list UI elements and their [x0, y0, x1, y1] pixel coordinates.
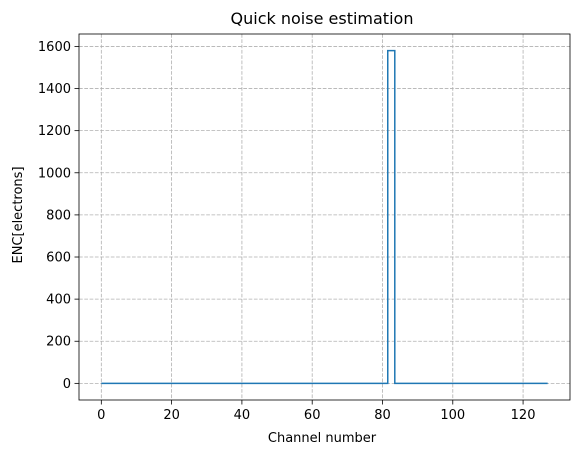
- x-tick-label: 20: [163, 408, 180, 423]
- y-tick-label: 0: [63, 377, 71, 392]
- y-tick-label: 1400: [38, 82, 71, 97]
- chart-title: Quick noise estimation: [231, 9, 414, 28]
- y-tick-label: 1200: [38, 124, 71, 139]
- y-axis-label: ENC[electrons]: [11, 166, 26, 263]
- series-line: [101, 49, 548, 385]
- grid: [79, 34, 570, 400]
- x-tick-label: 0: [97, 408, 105, 423]
- ticks: 0 20 40 60 80 100 1200200400600800100012001400…: [38, 40, 536, 423]
- y-tick-label: 200: [46, 335, 71, 350]
- y-tick-label: 600: [46, 251, 71, 266]
- y-tick-label: 1000: [38, 166, 71, 181]
- axes: [78, 33, 571, 401]
- x-tick-label: 40: [234, 408, 251, 423]
- y-tick-label: 400: [46, 293, 71, 308]
- x-axis-label: Channel number: [268, 431, 377, 446]
- series-layer: [101, 49, 548, 385]
- x-tick-label: 60: [304, 408, 321, 423]
- x-tick-label: 80: [374, 408, 391, 423]
- x-tick-label: 120: [511, 408, 536, 423]
- y-tick-label: 1600: [38, 40, 71, 55]
- axes-frame: [78, 33, 571, 401]
- y-tick-label: 800: [46, 208, 71, 223]
- x-tick-label: 100: [440, 408, 465, 423]
